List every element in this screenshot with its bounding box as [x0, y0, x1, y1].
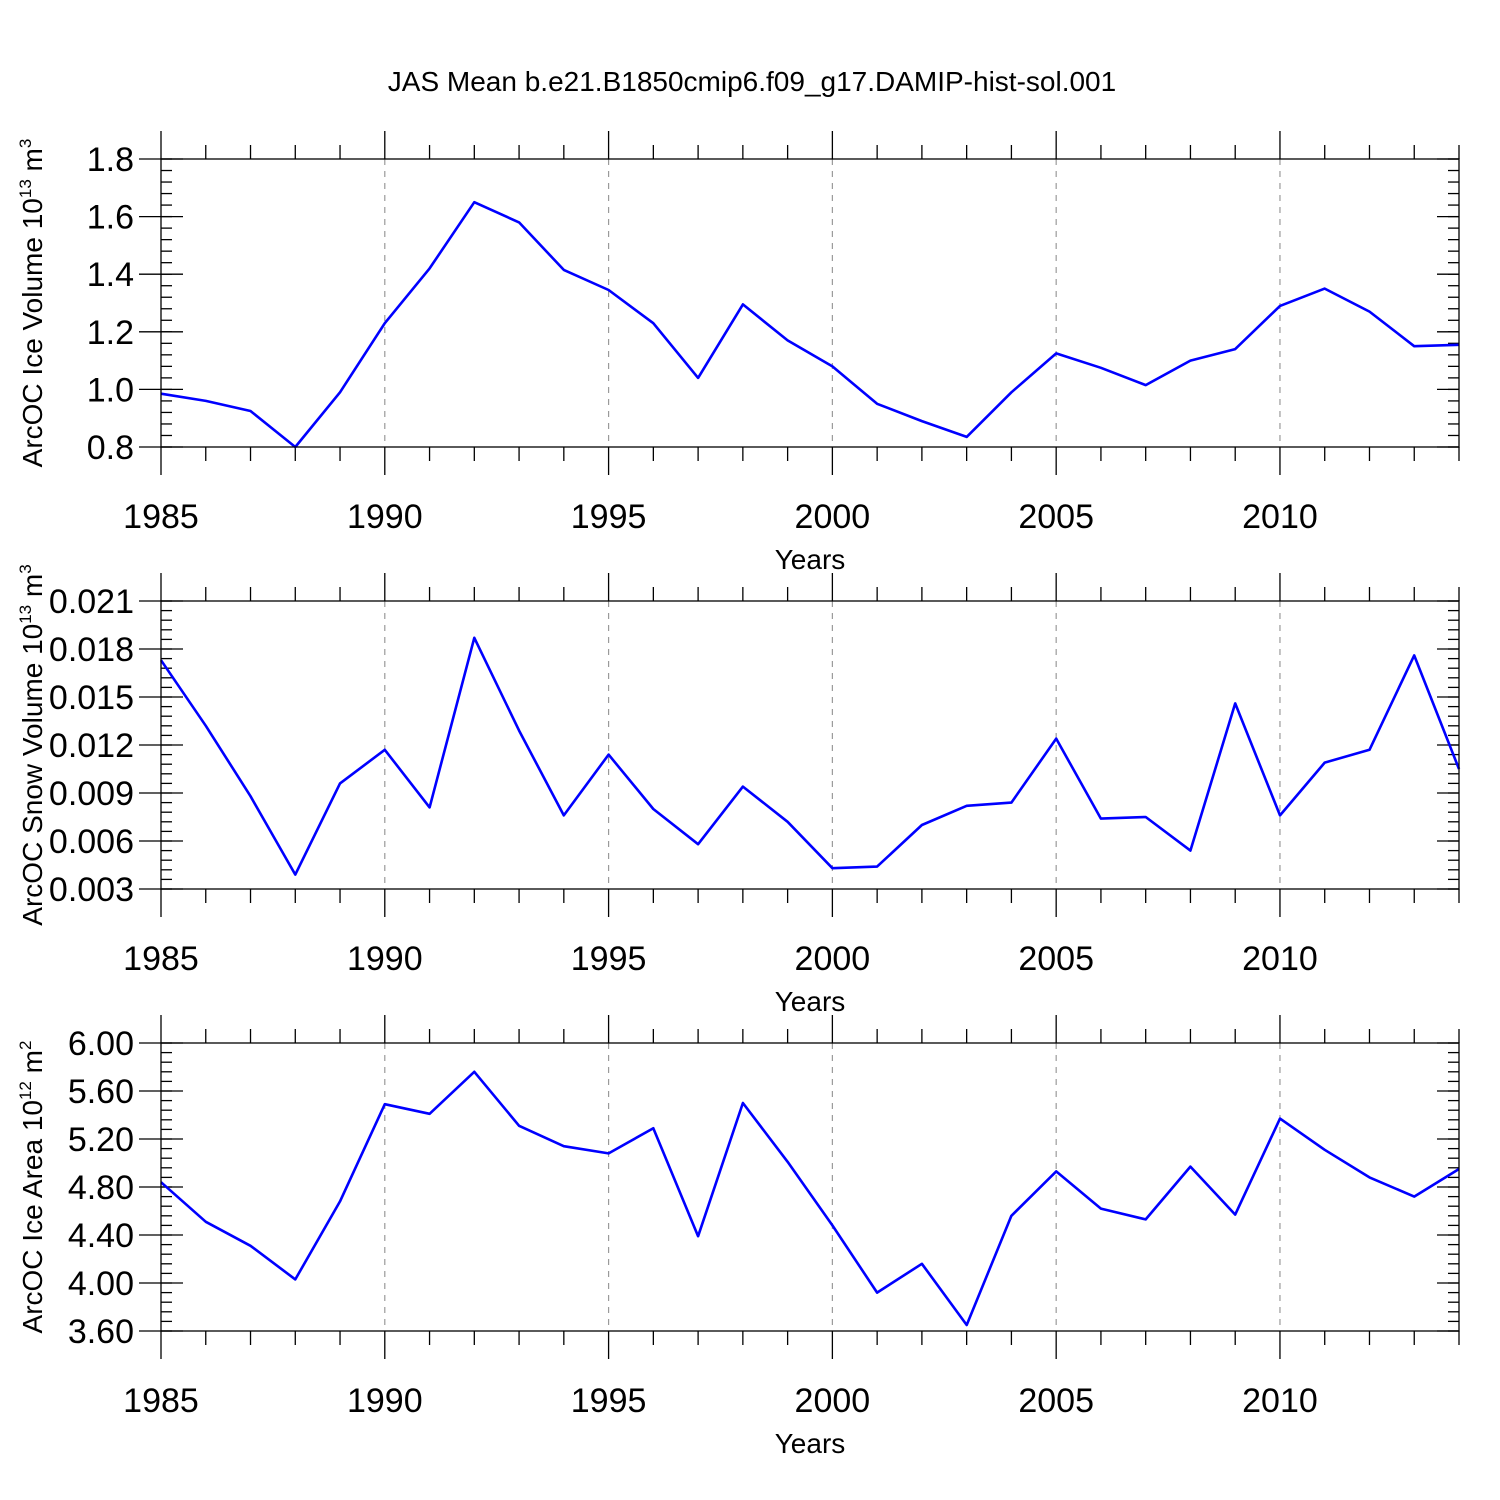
x-tick-label: 1990 [347, 1382, 423, 1420]
y-tick-label: 1.0 [87, 371, 134, 409]
x-tick-label: 2010 [1242, 1382, 1318, 1420]
x-tick-label: 2010 [1242, 498, 1318, 536]
y-tick-label: 0.009 [49, 775, 134, 813]
x-tick-label: 2010 [1242, 940, 1318, 978]
series-line [160, 200, 1460, 449]
y-tick-label: 4.00 [68, 1265, 134, 1303]
x-tick-label: 1990 [347, 940, 423, 978]
figure-title: JAS Mean b.e21.B1850cmip6.f09_g17.DAMIP-… [388, 66, 1116, 97]
x-tick-label: 2005 [1018, 1382, 1094, 1420]
y-tick-label: 6.00 [68, 1025, 134, 1063]
y-tick-label: 0.003 [49, 871, 134, 909]
y-axis-title: ArcOC Ice Volume 1013 m3 [16, 139, 48, 468]
y-tick-label: 0.8 [87, 429, 134, 467]
y-tick-label: 3.60 [68, 1313, 134, 1351]
y-tick-label: 5.20 [68, 1121, 134, 1159]
x-tick-label: 1985 [123, 940, 199, 978]
y-tick-label: 5.60 [68, 1073, 134, 1111]
y-tick-label: 4.40 [68, 1217, 134, 1255]
y-tick-label: 0.012 [49, 727, 134, 765]
y-tick-label: 0.021 [49, 583, 134, 621]
x-tick-label: 1985 [123, 1382, 199, 1420]
x-tick-label: 2005 [1018, 498, 1094, 536]
x-axis-title: Years [775, 986, 846, 1017]
y-tick-label: 1.2 [87, 314, 134, 352]
x-tick-label: 2000 [795, 940, 871, 978]
x-tick-label: 2000 [795, 498, 871, 536]
x-axis-title: Years [775, 1428, 846, 1459]
panel-3: 3.60 4.00 4.40 4.80 5.20 5.60 6.00 1985 1990 1995… [16, 1015, 1460, 1459]
plot-frame [160, 1042, 1460, 1332]
series-line [160, 1070, 1460, 1327]
x-tick-label: 1985 [123, 498, 199, 536]
x-tick-label: 1995 [571, 940, 647, 978]
panel-1: 0.8 1.0 1.2 1.4 1.6 1.8 1985 1990 1995 2000 2005 20… [16, 131, 1460, 575]
panel-2: 0.003 0.006 0.009 0.012 0.015 0.018 0.021 1985 1… [16, 564, 1461, 1017]
plot-frame [160, 158, 1460, 448]
y-tick-label: 1.8 [87, 141, 134, 179]
x-axis-title: Years [775, 544, 846, 575]
y-tick-label: 1.6 [87, 199, 134, 237]
y-tick-label: 1.4 [87, 256, 134, 294]
plot-frame [160, 600, 1460, 890]
x-tick-label: 2000 [795, 1382, 871, 1420]
series-line [159, 636, 1461, 876]
y-tick-label: 0.006 [49, 823, 134, 861]
x-tick-label: 1995 [571, 498, 647, 536]
y-tick-label: 4.80 [68, 1169, 134, 1207]
x-tick-label: 1990 [347, 498, 423, 536]
y-axis-title: ArcOC Ice Area 1012 m2 [16, 1041, 48, 1334]
x-tick-label: 2005 [1018, 940, 1094, 978]
y-axis-title: ArcOC Snow Volume 1013 m3 [16, 564, 48, 925]
y-tick-label: 0.018 [49, 631, 134, 669]
x-tick-label: 1995 [571, 1382, 647, 1420]
y-tick-label: 0.015 [49, 679, 134, 717]
